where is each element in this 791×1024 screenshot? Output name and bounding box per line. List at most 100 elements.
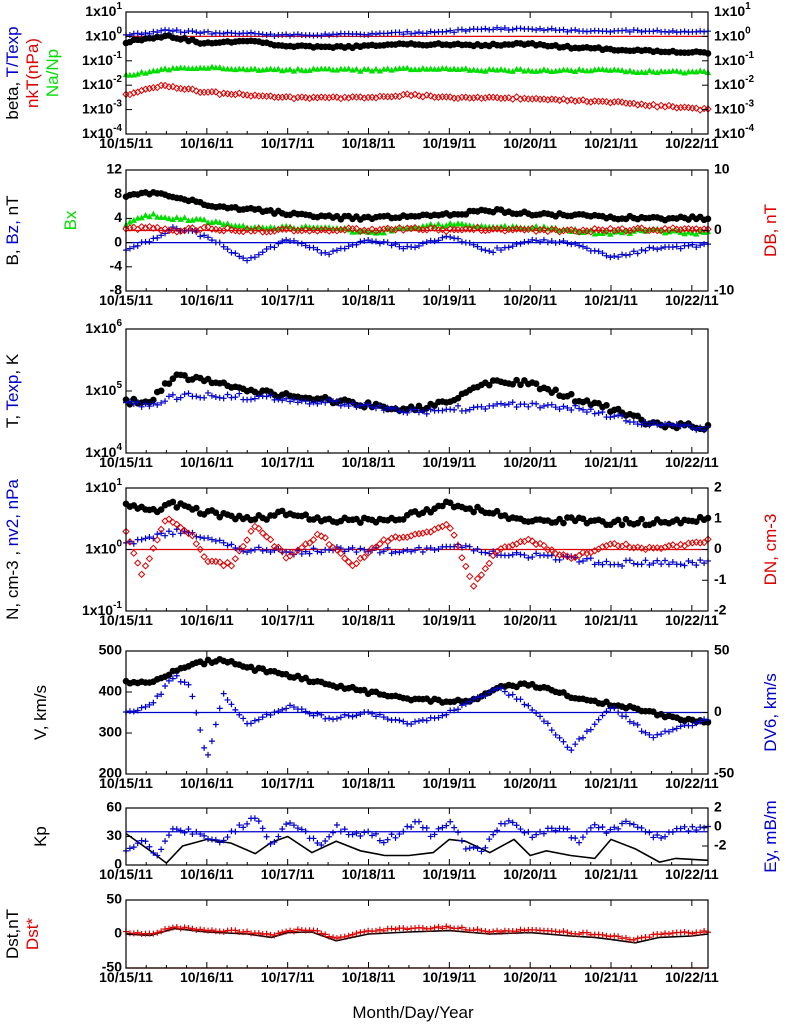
- data-point: [196, 545, 204, 554]
- data-point: [283, 395, 290, 402]
- data-point: [560, 66, 567, 73]
- data-point: [184, 529, 193, 538]
- data-point: [333, 821, 340, 828]
- data-point: [626, 226, 634, 235]
- data-point: [658, 835, 665, 842]
- data-point: [521, 401, 528, 408]
- tick-label: 500: [99, 642, 123, 658]
- data-point: [138, 837, 145, 844]
- data-point: [540, 236, 547, 243]
- data-point: [435, 546, 442, 553]
- data-point: [599, 712, 606, 719]
- data-point: [224, 220, 231, 227]
- data-point: [486, 836, 493, 843]
- data-point: [326, 396, 333, 403]
- data-point: [126, 32, 133, 39]
- data-point: [497, 26, 504, 33]
- data-point: [650, 68, 657, 75]
- data-point: [287, 820, 294, 827]
- data-point: [681, 722, 688, 729]
- data-point: [451, 707, 458, 714]
- data-point: [169, 675, 176, 682]
- tick-label: 8: [114, 185, 122, 201]
- data-point: [279, 706, 286, 713]
- data-point: [517, 551, 524, 558]
- data-point: [614, 228, 622, 234]
- data-point: [474, 67, 481, 73]
- data-point: [642, 419, 649, 426]
- data-point: [267, 223, 274, 230]
- data-point: [415, 818, 422, 825]
- data-point: [357, 238, 364, 245]
- data-point: [576, 931, 583, 938]
- data-point: [275, 930, 282, 937]
- data-point: [650, 560, 657, 567]
- panel-kp-ey: 0 30 60 -2 0 2 10/15/11 10/16/11 10/17/11 10/18/1…: [31, 799, 780, 882]
- data-point: [692, 518, 700, 526]
- data-point: [227, 226, 236, 234]
- data-point: [263, 833, 270, 840]
- data-point: [646, 561, 653, 568]
- data-point: [407, 91, 415, 100]
- data-point: [408, 721, 415, 728]
- data-point: [455, 829, 462, 836]
- data-point: [654, 557, 661, 564]
- data-point: [337, 828, 344, 835]
- data-point: [361, 237, 368, 244]
- data-point: [400, 548, 407, 555]
- data-point: [193, 709, 200, 716]
- data-point: [618, 98, 626, 106]
- data-point: [470, 241, 477, 248]
- data-point: [247, 396, 254, 403]
- data-point: [266, 92, 275, 100]
- data-point: [693, 230, 700, 237]
- data-point: [365, 708, 372, 715]
- data-point: [392, 241, 399, 248]
- data-point: [309, 536, 318, 544]
- data-point: [353, 712, 360, 719]
- data-point: [525, 238, 532, 245]
- data-point: [434, 524, 443, 532]
- data-point: [688, 539, 697, 547]
- data-point: [603, 401, 610, 409]
- data-point: [681, 230, 688, 237]
- data-point: [626, 718, 633, 725]
- data-point: [228, 65, 235, 72]
- data-point: [591, 410, 598, 417]
- data-point: [404, 926, 411, 933]
- data-point: [533, 27, 540, 34]
- data-point: [224, 391, 231, 398]
- data-point: [173, 27, 180, 34]
- data-point: [583, 929, 590, 936]
- data-point: [154, 531, 161, 538]
- data-point: [330, 248, 337, 255]
- data-point: [361, 928, 368, 935]
- data-point: [697, 929, 704, 936]
- date-tick-label: 10/19/11: [422, 292, 476, 308]
- data-point: [458, 544, 465, 551]
- data-point: [212, 509, 220, 516]
- date-tick-label: 10/17/11: [261, 612, 315, 628]
- date-tick-label: 10/19/11: [422, 612, 476, 628]
- date-tick-label: 10/17/11: [261, 969, 315, 985]
- data-point: [412, 30, 419, 37]
- tick-label: 2: [714, 479, 722, 495]
- data-point: [177, 530, 184, 537]
- series-1: [123, 672, 711, 758]
- date-tick-label: 10/17/11: [261, 775, 315, 791]
- data-point: [508, 541, 517, 549]
- y-axis-label: V, km/s: [31, 685, 50, 740]
- data-point: [611, 932, 618, 939]
- data-point: [232, 828, 239, 835]
- data-point: [380, 407, 387, 414]
- data-point: [564, 66, 571, 73]
- data-point: [138, 31, 145, 38]
- data-point: [423, 91, 431, 99]
- data-point: [388, 831, 395, 838]
- data-point: [220, 395, 227, 402]
- data-point: [696, 228, 704, 235]
- data-point: [455, 706, 462, 713]
- data-point: [283, 821, 290, 828]
- data-point: [286, 223, 294, 230]
- date-tick-label: 10/20/11: [503, 969, 557, 985]
